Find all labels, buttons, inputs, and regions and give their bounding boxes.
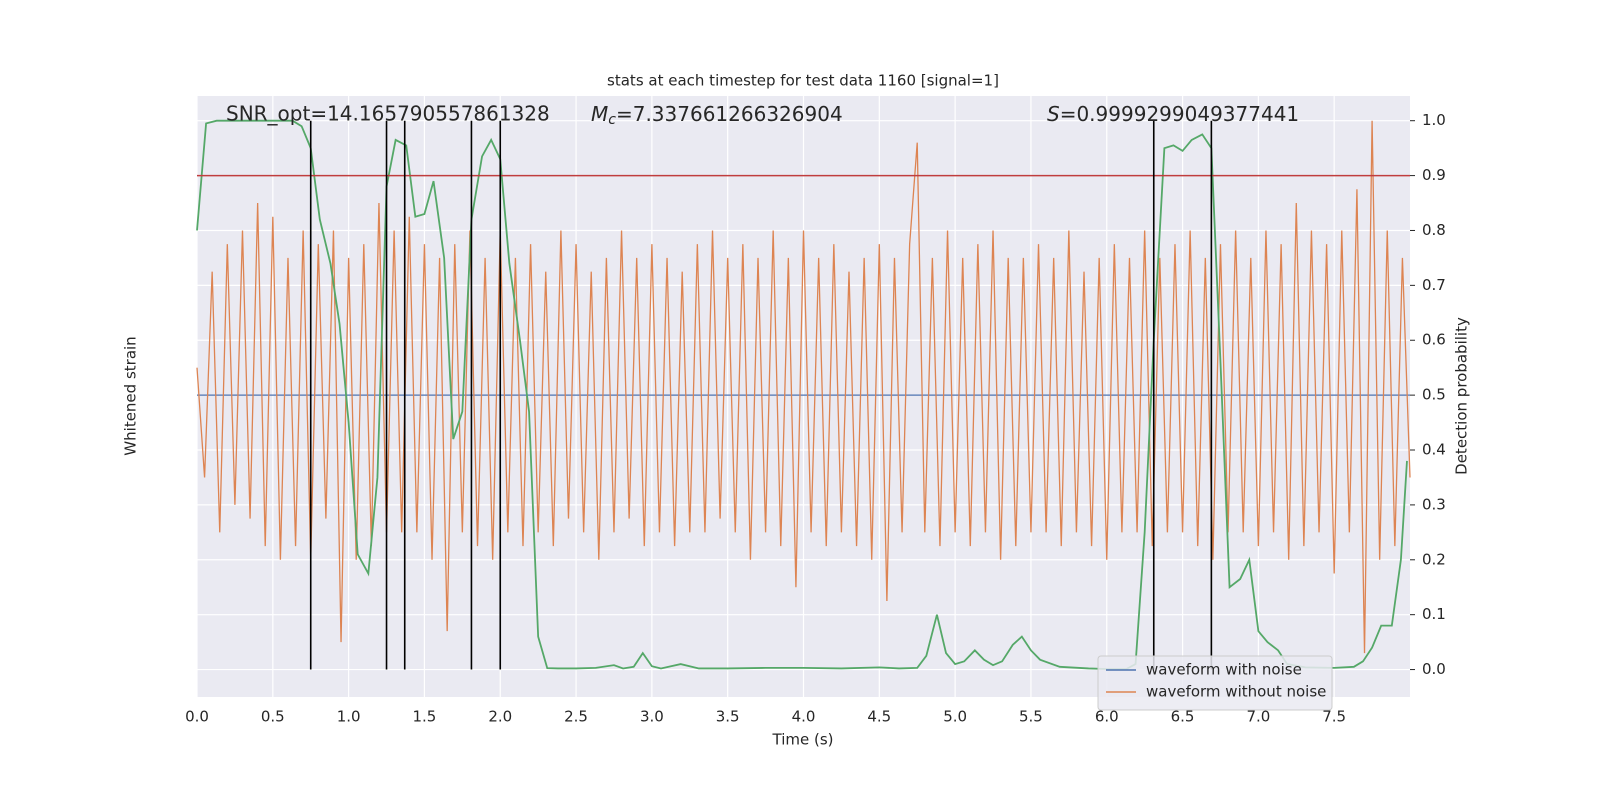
x-tick-label: 6.0 <box>1095 708 1119 726</box>
x-tick-label: 4.5 <box>867 708 891 726</box>
annotation-symbol: S <box>1047 102 1060 126</box>
x-tick-label: 4.0 <box>792 708 816 726</box>
y-axis-label: Whitened strain <box>122 336 140 455</box>
annotation-subscript: c <box>608 112 616 128</box>
chart-title: stats at each timestep for test data 116… <box>607 72 999 90</box>
y2-tick-label: 0.4 <box>1422 441 1446 459</box>
y2-tick-label: 0.2 <box>1422 550 1446 568</box>
y2-tick-label: 0.3 <box>1422 495 1446 513</box>
y2-tick-label: 0.0 <box>1422 660 1446 678</box>
annotation-text: =7.337661266326904 <box>616 102 843 126</box>
x-axis-label: Time (s) <box>772 731 834 749</box>
x-tick-label: 2.0 <box>488 708 512 726</box>
y2-tick-label: 0.7 <box>1422 276 1446 294</box>
y2-tick-label: 0.9 <box>1422 166 1446 184</box>
x-tick-label: 3.5 <box>716 708 740 726</box>
legend-box <box>1097 655 1333 711</box>
x-tick-label: 3.0 <box>640 708 664 726</box>
annotation-symbol: M <box>591 102 608 126</box>
y2-axis-label: Detection probability <box>1453 317 1471 475</box>
annotation: S=0.9999299049377441 <box>1047 102 1299 126</box>
x-tick-label: 0.5 <box>261 708 285 726</box>
annotation-text: =0.9999299049377441 <box>1060 102 1299 126</box>
marks <box>196 119 1411 670</box>
x-tick-label: 6.5 <box>1171 708 1195 726</box>
annotation: SNR_opt=14.165790557861328 <box>226 102 550 126</box>
x-tick-label: 7.5 <box>1322 708 1346 726</box>
legend-label: waveform without noise <box>1146 683 1326 701</box>
y2-tick-label: 0.8 <box>1422 221 1446 239</box>
annotation: Mc=7.337661266326904 <box>591 102 843 129</box>
x-tick-label: 5.5 <box>1019 708 1043 726</box>
y2-tick-label: 0.1 <box>1422 605 1446 623</box>
y2-tick-label: 0.6 <box>1422 331 1446 349</box>
x-tick-label: 2.5 <box>564 708 588 726</box>
x-tick-label: 1.5 <box>413 708 437 726</box>
y2-tick-label: 0.5 <box>1422 386 1446 404</box>
series-line <box>196 120 1411 654</box>
x-tick-label: 5.0 <box>943 708 967 726</box>
series-line <box>196 119 1408 670</box>
x-tick-label: 7.0 <box>1246 708 1270 726</box>
legend-label: waveform with noise <box>1146 661 1302 679</box>
y2-tick-label: 1.0 <box>1422 111 1446 129</box>
x-tick-label: 1.0 <box>337 708 361 726</box>
legend: waveform with noise waveform without nois… <box>1097 655 1333 711</box>
x-tick-label: 0.0 <box>185 708 209 726</box>
